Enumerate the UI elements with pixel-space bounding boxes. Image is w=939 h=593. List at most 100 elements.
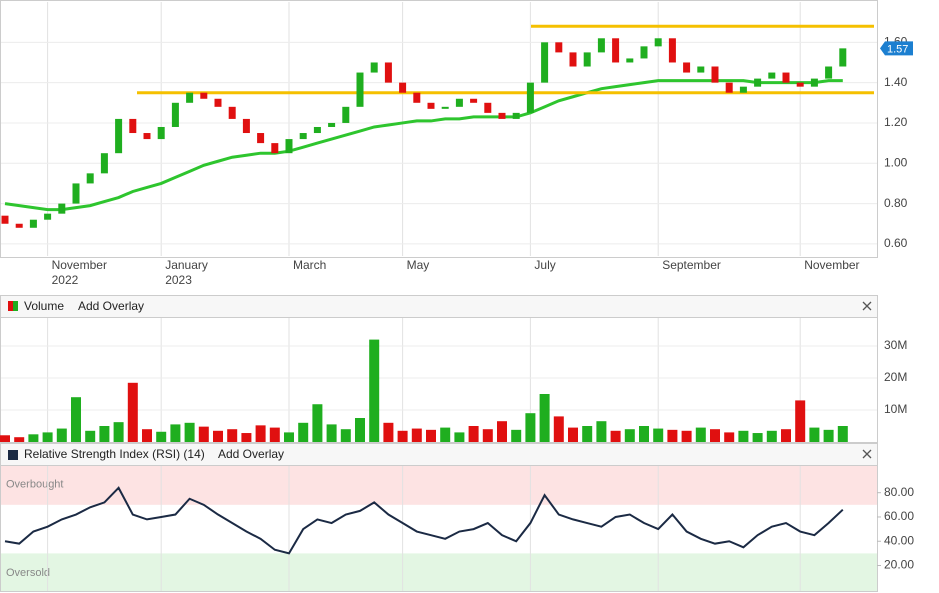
- candle-body: [15, 223, 23, 228]
- volume-icon: [8, 301, 13, 311]
- candle-body: [470, 98, 478, 103]
- candle-body: [384, 62, 392, 83]
- volume-bar: [284, 432, 294, 442]
- x-tick-label-part: July: [534, 258, 555, 272]
- candle-body: [782, 72, 790, 83]
- y-tick-label: 60.00: [884, 509, 914, 523]
- volume-title: Volume: [24, 299, 64, 313]
- candle-body: [427, 102, 435, 109]
- candle-body: [768, 72, 776, 79]
- close-button[interactable]: [862, 449, 872, 459]
- x-tick-label-part: November: [52, 258, 107, 272]
- candle-body: [498, 112, 506, 119]
- candle-body: [583, 52, 591, 67]
- volume-bar: [639, 426, 649, 442]
- y-tick-label: 1.40: [884, 75, 908, 89]
- volume-bar: [681, 430, 692, 442]
- candle-body: [115, 118, 123, 154]
- candle-body: [697, 66, 705, 73]
- rsi-title: Relative Strength Index (RSI) (14): [24, 447, 205, 461]
- volume-bar: [823, 429, 834, 442]
- candle-body: [58, 203, 66, 214]
- x-tick-label: January 2023: [165, 258, 208, 287]
- volume-header: [0, 295, 878, 318]
- x-tick-label: March: [293, 258, 326, 272]
- volume-bar: [198, 426, 209, 442]
- volume-bar: [383, 422, 394, 442]
- volume-bar: [752, 433, 763, 442]
- x-tick-label-part: January: [165, 258, 208, 272]
- volume-bar: [454, 432, 465, 442]
- candle-body: [725, 82, 733, 93]
- volume-bar: [355, 418, 365, 442]
- y-tick-label: 1.20: [884, 115, 908, 129]
- candle-body: [44, 213, 52, 220]
- candle-body: [668, 38, 676, 63]
- add-overlay[interactable]: Add Overlay: [78, 299, 144, 313]
- volume-bar: [695, 427, 706, 442]
- rsi-icon: [8, 450, 18, 460]
- close-button[interactable]: [862, 301, 872, 311]
- oversold-label: Oversold: [6, 567, 50, 579]
- candle-body: [555, 42, 563, 53]
- x-tick-label: September: [662, 258, 721, 272]
- x-tick-label: May: [407, 258, 430, 272]
- overbought-band: [1, 466, 877, 505]
- volume-bar: [298, 422, 309, 442]
- volume-bar: [781, 429, 791, 442]
- candle-body: [100, 153, 108, 174]
- y-tick-label: 0.80: [884, 196, 908, 210]
- volume-bar: [440, 427, 451, 442]
- volume-bar: [468, 426, 479, 442]
- candle-body: [796, 82, 804, 87]
- candle-body: [313, 126, 321, 134]
- volume-bar: [795, 400, 806, 442]
- candle-body: [171, 102, 179, 127]
- y-tick-label: 30M: [884, 338, 907, 352]
- volume-bar: [42, 432, 53, 442]
- candle-body: [612, 38, 620, 63]
- candle-body: [242, 118, 250, 134]
- volume-bar: [553, 416, 564, 442]
- volume-bar: [255, 425, 266, 442]
- volume-bar: [426, 429, 436, 442]
- volume-bar: [624, 429, 635, 442]
- last-value-label: 1.57: [887, 43, 908, 55]
- last-value-box: [880, 41, 913, 56]
- volume-bar: [539, 394, 550, 442]
- volume-bar: [127, 382, 138, 442]
- x-tick-label-part: 2022: [52, 273, 79, 287]
- rsi-line: [4, 486, 844, 555]
- oversold-band: [1, 553, 877, 591]
- y-tick-label: 0.60: [884, 236, 908, 250]
- candle-body: [129, 118, 137, 134]
- price-frame: [0, 0, 878, 258]
- add-overlay[interactable]: Add Overlay: [218, 447, 284, 461]
- volume-bar: [85, 430, 96, 442]
- candle-body: [825, 66, 833, 79]
- volume-bar: [837, 426, 848, 442]
- volume-bar: [156, 431, 167, 442]
- rsi-header: [0, 443, 878, 466]
- volume-bar: [497, 421, 507, 442]
- candle-body: [399, 82, 407, 93]
- candle-body: [683, 62, 691, 73]
- volume-bar: [170, 424, 181, 442]
- candle-body: [29, 219, 37, 228]
- x-tick-label: November: [804, 258, 859, 272]
- candle-body: [413, 92, 421, 103]
- volume-bar: [653, 428, 664, 442]
- candle-body: [626, 58, 634, 63]
- candle-body: [356, 72, 364, 107]
- volume-bar: [227, 429, 238, 442]
- candle-body: [328, 122, 336, 127]
- candle-body: [72, 183, 80, 204]
- x-tick-label-part: November: [804, 258, 859, 272]
- volume-bar: [241, 433, 252, 442]
- candle-body: [1, 215, 9, 224]
- candle-body: [569, 52, 577, 67]
- x-tick-label-part: September: [662, 258, 721, 272]
- volume-bar: [269, 427, 280, 442]
- volume-icon: [13, 301, 18, 311]
